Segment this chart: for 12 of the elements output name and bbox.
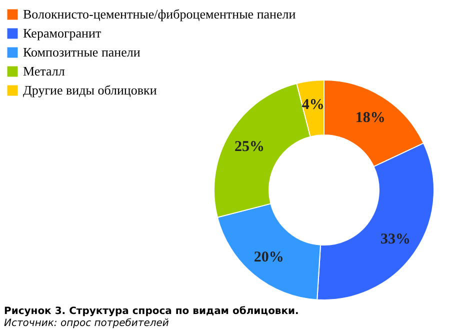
- data-label: 18%: [355, 110, 386, 126]
- text: Источник: опрос потребителей: [4, 318, 170, 329]
- legend-label: Металл: [23, 64, 66, 78]
- data-label: 4%: [302, 97, 324, 114]
- legend-label: Керамогранит: [23, 26, 102, 40]
- legend-label: Композитные панели: [23, 44, 140, 60]
- data-label: 20%: [254, 250, 284, 266]
- data-label: 25%: [234, 138, 265, 155]
- text: Рисунок 3. Структура спроса по видам облицовки.: [4, 306, 299, 317]
- legend-label: Волокнисто-цементные/фиброцементные панели: [23, 6, 296, 22]
- legend-label: Другие виды облицовки: [23, 82, 157, 98]
- data-label: 33%: [380, 232, 411, 248]
